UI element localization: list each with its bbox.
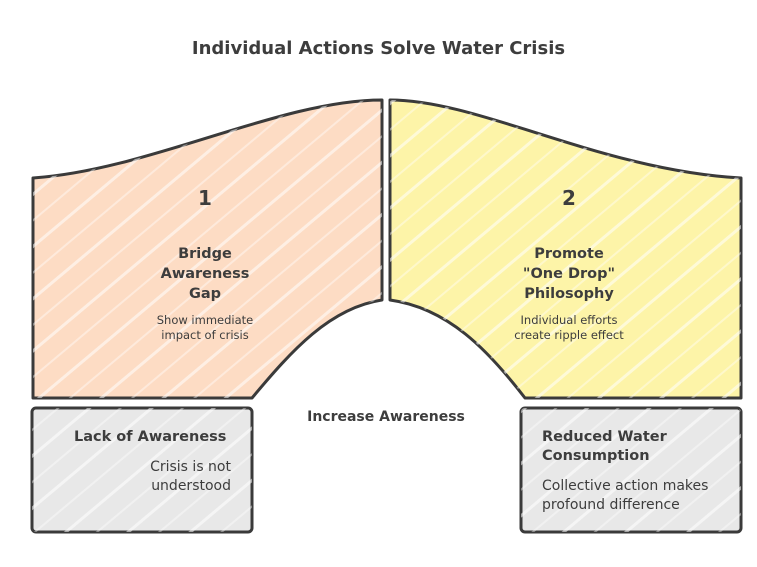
step-2-number: 2 — [562, 186, 576, 210]
center-label: Increase Awareness — [307, 409, 465, 425]
step-1-description: Show immediate impact of crisis — [156, 313, 254, 342]
step-1-heading: Bridge Awareness Gap — [160, 246, 250, 302]
step-2-heading: Promote "One Drop" Philosophy — [522, 246, 616, 302]
left-box-heading: Lack of Awareness — [74, 429, 227, 445]
diagram-title: Individual Actions Solve Water Crisis — [191, 38, 566, 59]
left-box-description: Crisis is not understood — [150, 459, 231, 494]
step-1-number: 1 — [198, 186, 212, 210]
right-box-description: Collective action makes profound differe… — [542, 478, 709, 513]
right-box-heading: Reduced Water Consumption — [542, 429, 667, 464]
step-2-description: Individual efforts create ripple effect — [514, 313, 624, 342]
